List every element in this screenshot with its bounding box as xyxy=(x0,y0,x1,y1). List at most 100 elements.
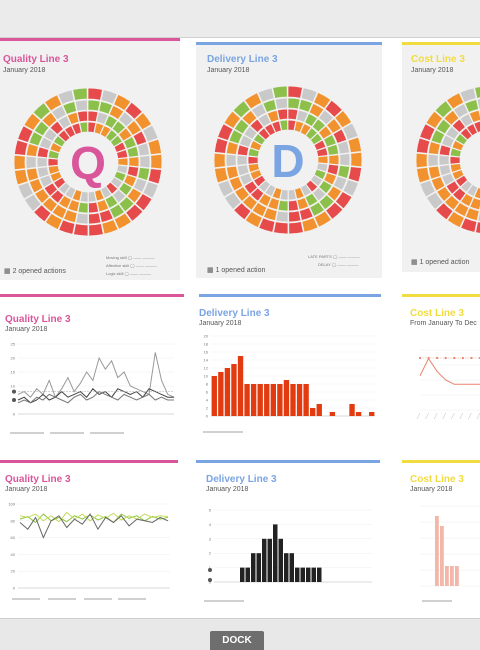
donut-segment xyxy=(435,202,454,221)
donut-segment xyxy=(134,111,153,131)
donut-segment xyxy=(336,140,351,155)
donut-segment xyxy=(264,183,277,198)
bar xyxy=(251,553,256,582)
bar xyxy=(267,538,272,582)
donut-segment xyxy=(296,196,310,211)
target-point xyxy=(470,356,473,360)
quality-line2-card[interactable]: Quality Line 3 January 2018 100 80 60 40 20 0 xyxy=(0,460,178,612)
quality-donut-card[interactable]: Quality Line 3 January 2018 Q Moving ski… xyxy=(0,38,180,280)
donut-segment xyxy=(436,185,452,203)
opened-actions[interactable]: ▦ 2 opened actions xyxy=(4,268,66,275)
donut-segment xyxy=(100,89,118,105)
donut-segment xyxy=(247,147,260,158)
card-date: January 2018 xyxy=(207,67,250,74)
delivery-bar2-card[interactable]: Delivery Line 3 January 2018 5 4 3 2 1 0 xyxy=(196,460,380,612)
donut-segment xyxy=(98,100,114,115)
donut-segment xyxy=(334,190,353,210)
target-point xyxy=(436,356,439,360)
donut-segment xyxy=(445,180,461,195)
card-accent-bar xyxy=(199,294,381,297)
bar xyxy=(349,404,355,416)
quality-line-chart: 2520151050 xyxy=(10,342,175,434)
donut-segment xyxy=(126,145,140,158)
donut-segment xyxy=(58,181,71,195)
opened-actions[interactable]: ▦ 1 opened action xyxy=(411,259,470,266)
x-tick-label xyxy=(468,412,472,420)
donut-segment xyxy=(247,163,260,173)
cell-delivery-bar-2: Delivery Line 3 January 2018 5 4 3 2 1 0 xyxy=(190,456,391,619)
donut-segment xyxy=(451,169,465,181)
card-date: January 2018 xyxy=(199,320,242,327)
cost-line-card[interactable]: Cost Line 3 From January To Dec xyxy=(402,294,480,450)
bar xyxy=(240,567,245,582)
bar xyxy=(440,526,444,586)
donut-segment xyxy=(262,207,278,222)
donut-segment xyxy=(23,112,42,132)
y-tick-label: 14 xyxy=(204,358,209,363)
donut-segment xyxy=(236,164,250,177)
donut-segment xyxy=(241,194,258,211)
donut-segment xyxy=(277,199,289,212)
y-tick-label: 3 xyxy=(209,536,212,541)
cost-donut-card[interactable]: Cost Line 3 January 2018 ▦ 1 opened acti… xyxy=(402,42,480,272)
donut-segment xyxy=(322,133,337,148)
opened-actions[interactable]: ▦ 1 opened action xyxy=(207,267,266,274)
y-tick-label: 18 xyxy=(204,342,209,347)
donut-segment xyxy=(326,143,340,156)
bar xyxy=(262,538,267,582)
donut-segment xyxy=(32,102,51,121)
card-subtitle: From January To Dec xyxy=(410,320,477,327)
quality-line-card[interactable]: Quality Line 3 January 2018 2520151050 xyxy=(0,294,184,450)
donut-segment xyxy=(419,179,436,198)
donut-segment xyxy=(109,203,126,219)
donut-segment xyxy=(228,176,244,192)
donut-segment xyxy=(294,186,305,200)
donut-segment xyxy=(311,118,327,133)
donut-segment xyxy=(47,165,60,175)
donut-segment xyxy=(94,188,105,202)
x-tick-label xyxy=(442,412,446,420)
donut-segment xyxy=(28,178,44,194)
donut-segment xyxy=(50,105,67,121)
donut-segment xyxy=(427,141,441,156)
donut-segment xyxy=(247,155,259,165)
donut-segment xyxy=(257,192,272,208)
donut-segment xyxy=(316,162,329,173)
legend-item xyxy=(50,432,84,434)
legend-item xyxy=(12,598,40,600)
dock-button[interactable]: DOCK xyxy=(210,631,264,650)
donut-segment xyxy=(53,176,67,190)
legend-logic-skill: Logic skill ◯ —— ——— xyxy=(106,271,152,276)
donut-segment xyxy=(347,136,362,154)
donut-segment xyxy=(251,201,268,218)
y-tick-label: 2 xyxy=(209,551,212,556)
donut-segment xyxy=(71,122,82,136)
donut-segment xyxy=(271,187,283,200)
donut-segment xyxy=(438,164,452,177)
donut-segment xyxy=(451,118,467,134)
donut-segment xyxy=(132,177,148,193)
donut-segment xyxy=(87,110,99,123)
bar xyxy=(284,553,289,582)
legend-item xyxy=(204,600,244,602)
donut-segment xyxy=(249,139,263,152)
donut-segment xyxy=(441,172,456,187)
donut-segment xyxy=(88,223,104,237)
donut-segment xyxy=(440,134,455,148)
cost-bar-card[interactable]: Cost Line 3 January 2018 xyxy=(402,460,480,612)
donut-segment xyxy=(147,138,162,156)
delivery-donut-card[interactable]: Delivery Line 3 January 2018 D LATE PART… xyxy=(196,42,382,278)
donut-segment xyxy=(474,86,480,99)
donut-segment xyxy=(249,169,263,181)
donut-segment xyxy=(299,122,312,137)
delivery-bar-card[interactable]: Delivery Line 3 January 2018 20 18 16 14 12 1… xyxy=(199,294,381,450)
donut-center xyxy=(461,132,480,188)
y-tick-label: 0 xyxy=(13,412,16,417)
donut-segment xyxy=(118,196,135,213)
donut-segment xyxy=(258,217,276,233)
bar xyxy=(273,524,278,582)
y-tick-label: 5 xyxy=(209,508,212,513)
cell-quality-line-2: Quality Line 3 January 2018 100 80 60 40 20 0 xyxy=(0,456,191,619)
donut-segment xyxy=(451,139,465,152)
